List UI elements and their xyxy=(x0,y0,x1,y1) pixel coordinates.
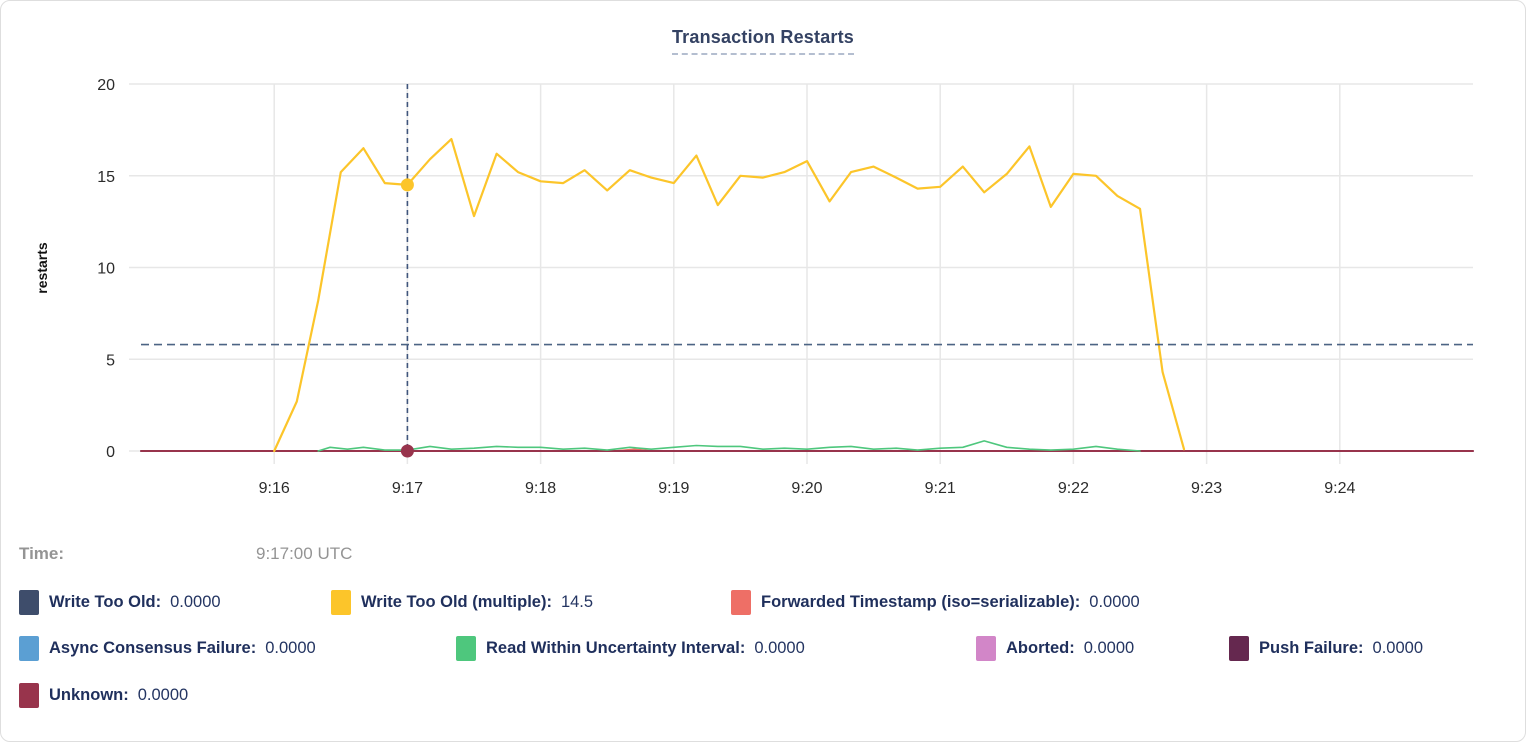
legend-item-forwarded-timestamp-iso-serializable: Forwarded Timestamp (iso=serializable): 0… xyxy=(731,590,1140,615)
transaction-restarts-chart[interactable]: 0 5 10 15 20 9:16 9:17 9:18 9:19 9:20 9:21 9:22 9:23… xyxy=(1,1,1526,526)
y-tick-label-0: 0 xyxy=(106,444,115,461)
hover-marker-write-too-old-multiple xyxy=(400,178,414,192)
hover-time-label: Time: xyxy=(19,544,65,563)
legend-swatch-async-consensus-failure xyxy=(19,636,39,661)
x-tick-label-9-24: 9:24 xyxy=(1324,480,1355,497)
legend-value: 0.0000 xyxy=(1372,639,1423,657)
legend-value: 0.0000 xyxy=(1083,639,1135,657)
legend-swatch-forwarded-timestamp-iso-serializable xyxy=(731,590,751,615)
y-tick-label-10: 10 xyxy=(97,261,115,278)
legend-swatch-aborted xyxy=(976,636,996,661)
series-line-write-too-old-multiple xyxy=(273,138,1186,453)
legend-label: Push Failure: xyxy=(1259,639,1364,657)
legend-swatch-write-too-old xyxy=(19,590,39,615)
legend-label: Unknown: xyxy=(49,686,129,704)
legend-item-read-within-uncertainty-interval: Read Within Uncertainty Interval: 0.0000 xyxy=(456,636,805,661)
legend-item-aborted: Aborted: 0.0000 xyxy=(976,636,1134,661)
legend-item-unknown: Unknown: 0.0000 xyxy=(19,683,188,708)
chart-title-row: Transaction Restarts xyxy=(1,27,1525,55)
y-axis-label: restarts xyxy=(34,242,50,294)
x-tick-label-9-19: 9:19 xyxy=(658,480,689,497)
legend-label: Async Consensus Failure: xyxy=(49,639,257,657)
legend-item-async-consensus-failure: Async Consensus Failure: 0.0000 xyxy=(19,636,316,661)
legend-label: Write Too Old (multiple): xyxy=(361,593,552,611)
x-tick-label-9-22: 9:22 xyxy=(1058,480,1089,497)
legend-value: 0.0000 xyxy=(265,639,316,657)
legend-value: 0.0000 xyxy=(137,686,189,704)
legend-swatch-read-within-uncertainty-interval xyxy=(456,636,476,661)
legend-item-write-too-old: Write Too Old: 0.0000 xyxy=(19,590,221,615)
legend-swatch-write-too-old-multiple xyxy=(331,590,351,615)
chart-title[interactable]: Transaction Restarts xyxy=(671,27,855,55)
legend-label: Aborted: xyxy=(1006,639,1075,657)
legend-value: 0.0000 xyxy=(754,639,805,657)
hover-marker-unknown xyxy=(400,444,414,458)
legend-value: 14.5 xyxy=(560,593,594,611)
y-tick-label-15: 15 xyxy=(97,169,115,186)
hover-time-value: 9:17:00 UTC xyxy=(256,544,353,563)
legend-item-write-too-old-multiple: Write Too Old (multiple): 14.5 xyxy=(331,590,593,615)
legend-label: Write Too Old: xyxy=(49,593,162,611)
series-line-read-within-uncertainty-interval xyxy=(317,440,1141,452)
legend-label: Forwarded Timestamp (iso=serializable): xyxy=(761,593,1081,611)
x-tick-label-9-18: 9:18 xyxy=(525,480,556,497)
x-tick-label-9-21: 9:21 xyxy=(925,480,956,497)
legend-value: 0.0000 xyxy=(1089,593,1140,611)
legend-item-push-failure: Push Failure: 0.0000 xyxy=(1229,636,1423,661)
legend-swatch-unknown xyxy=(19,683,39,708)
x-tick-label-9-20: 9:20 xyxy=(791,480,822,497)
x-tick-label-9-23: 9:23 xyxy=(1191,480,1222,497)
legend-value: 0.0000 xyxy=(170,593,221,611)
y-tick-label-20: 20 xyxy=(97,77,115,94)
x-tick-label-9-17: 9:17 xyxy=(392,480,423,497)
legend-swatch-push-failure xyxy=(1229,636,1249,661)
y-tick-label-5: 5 xyxy=(106,352,115,369)
legend-label: Read Within Uncertainty Interval: xyxy=(486,639,746,657)
x-tick-label-9-16: 9:16 xyxy=(259,480,290,497)
